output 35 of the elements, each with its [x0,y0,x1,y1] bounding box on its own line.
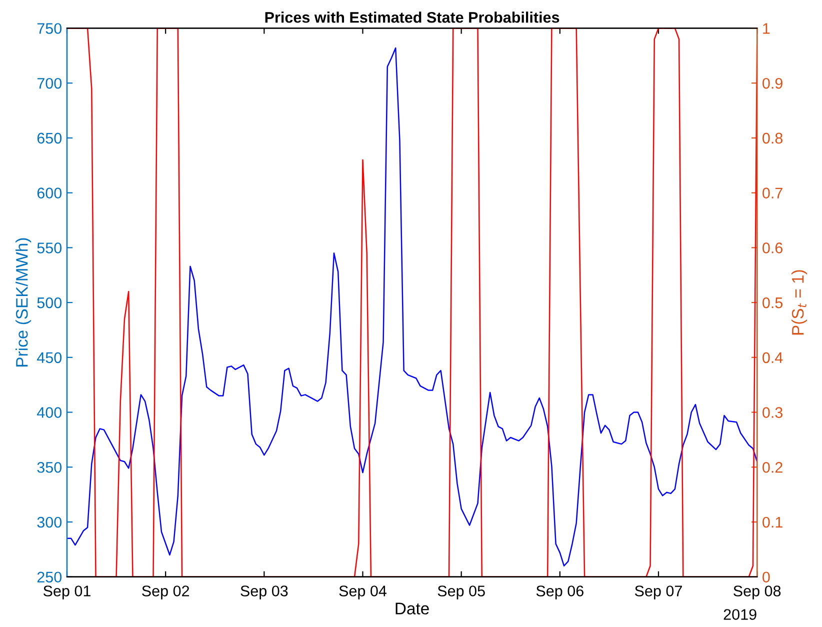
x-axis-title: Date [396,602,429,614]
y-tick-label: 400 [36,407,62,418]
y-tick-label: 700 [37,78,62,89]
y2-tick-label: 0.9 [762,78,782,89]
y2-tick-label: 0.1 [762,516,782,528]
y-tick-label: 350 [37,462,62,473]
y-tick-label: 600 [37,188,62,198]
x-tick-label: Sep 03 [240,586,288,600]
y2-tick-label: 0.3 [762,407,782,418]
y2-tick-label: 1 [763,23,770,34]
x-tick-label: Sep 08 [734,586,781,600]
x-tick-label: Sep 07 [634,586,682,600]
y2-tick-label: 0 [762,572,770,583]
y-tick-label: 500 [37,297,62,308]
x-tick-label: Sep 05 [438,586,485,600]
y2-tick-label: 0.4 [762,352,783,364]
x-tick-label: Sep 01 [43,586,90,600]
y2-tick-label: 0.8 [762,132,782,144]
x-tick-label: Sep 04 [339,586,386,600]
y2-tick-label: 0.5 [762,297,783,308]
y-tick-label: 300 [37,516,62,528]
text: 2019 [724,609,756,620]
y2-axis-title: P(S$_{t}$ = 1) [791,270,808,335]
y-tick-label: 750 [37,23,62,34]
y2-tick-label: 0.2 [762,462,782,473]
y-axis-title: Price (SEK/MWh) [16,238,32,366]
y2-tick-label: 0.6 [762,242,782,254]
y2-tick-label: 0.7 [762,188,782,198]
y-tick-label: 550 [37,242,62,254]
y-tick-label: 250 [37,572,62,583]
y-tick-label: 650 [37,132,62,144]
x-tick-label: Sep 06 [536,586,584,600]
y-tick-label: 450 [36,352,62,364]
x-tick-label: Sep 02 [142,586,190,600]
chart-title: Prices with Estimated State Probabilities [265,12,560,23]
